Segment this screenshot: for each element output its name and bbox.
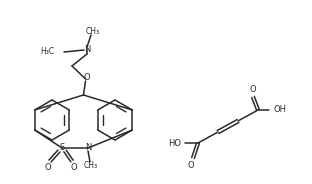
Text: N: N — [85, 144, 91, 153]
Text: O: O — [83, 72, 90, 82]
Text: H₃C: H₃C — [40, 47, 54, 56]
Text: N: N — [84, 45, 90, 54]
Text: O: O — [45, 164, 51, 173]
Text: O: O — [71, 164, 77, 173]
Text: HO: HO — [168, 139, 181, 148]
Text: CH₃: CH₃ — [84, 162, 98, 171]
Text: OH: OH — [273, 105, 286, 114]
Text: CH₃: CH₃ — [86, 26, 100, 36]
Text: S: S — [59, 144, 65, 153]
Text: O: O — [250, 86, 256, 95]
Text: O: O — [188, 160, 194, 169]
